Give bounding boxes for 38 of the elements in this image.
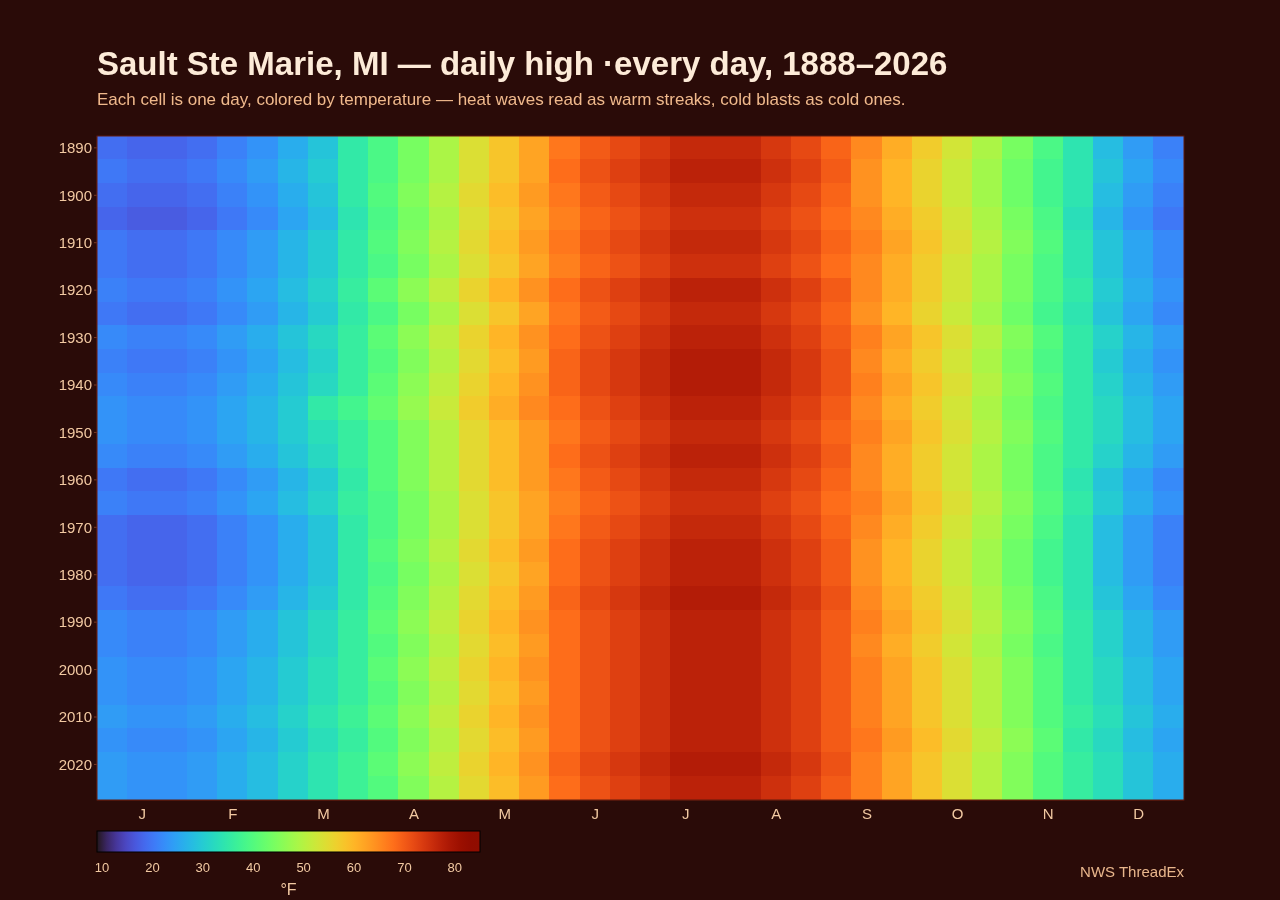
y-tick-label: 1970 — [58, 518, 92, 536]
y-tick-label: 2000 — [58, 660, 92, 678]
x-tick-label: J — [682, 804, 690, 822]
y-tick-label: 2010 — [58, 708, 92, 726]
y-tick-label: 1980 — [58, 566, 92, 584]
color-bar-label: 70 — [397, 860, 412, 875]
x-tick-label: M — [317, 804, 330, 822]
y-tick-label: 1940 — [58, 376, 92, 394]
x-tick-label: M — [498, 804, 511, 822]
color-bar-title: °F — [280, 881, 297, 898]
text: NWS ThreadEx — [1080, 862, 1184, 882]
color-bar-label: 60 — [346, 860, 362, 875]
y-tick-label: 1930 — [58, 328, 92, 346]
x-tick-label: J — [138, 804, 147, 822]
x-tick-label: S — [861, 804, 872, 822]
y-tick-label: 1920 — [58, 281, 92, 299]
x-tick-label: D — [1133, 804, 1145, 822]
y-tick-label: 1910 — [58, 234, 92, 252]
x-tick-label: A — [409, 804, 420, 822]
x-tick-label: F — [228, 804, 238, 822]
x-tick-label: O — [951, 804, 964, 822]
chart-subtitle: Each cell is one day, colored by temperature — heat waves read as warm streaks, cold blasts as cold ones. — [97, 89, 906, 111]
y-tick-label: 1900 — [58, 186, 92, 204]
color-bar-label: 30 — [195, 860, 211, 875]
color-bar-label: 20 — [145, 860, 160, 875]
x-tick-label: A — [771, 804, 782, 822]
color-bar-label: 10 — [94, 860, 110, 875]
x-tick-label: J — [591, 804, 599, 822]
y-tick-label: 1960 — [58, 471, 92, 489]
y-tick-label: 1990 — [58, 613, 92, 631]
color-bar-label: 40 — [245, 860, 261, 875]
y-tick-label: 2020 — [58, 755, 92, 773]
color-bar-label: 80 — [447, 860, 463, 875]
y-tick-label: 1950 — [58, 423, 92, 441]
y-tick-label: 1890 — [58, 139, 92, 157]
x-tick-label: N — [1042, 804, 1054, 822]
color-bar-label: 50 — [296, 860, 311, 875]
chart-title: Sault Ste Marie, MI — daily high ·every day, 1888–2026 — [97, 44, 948, 84]
